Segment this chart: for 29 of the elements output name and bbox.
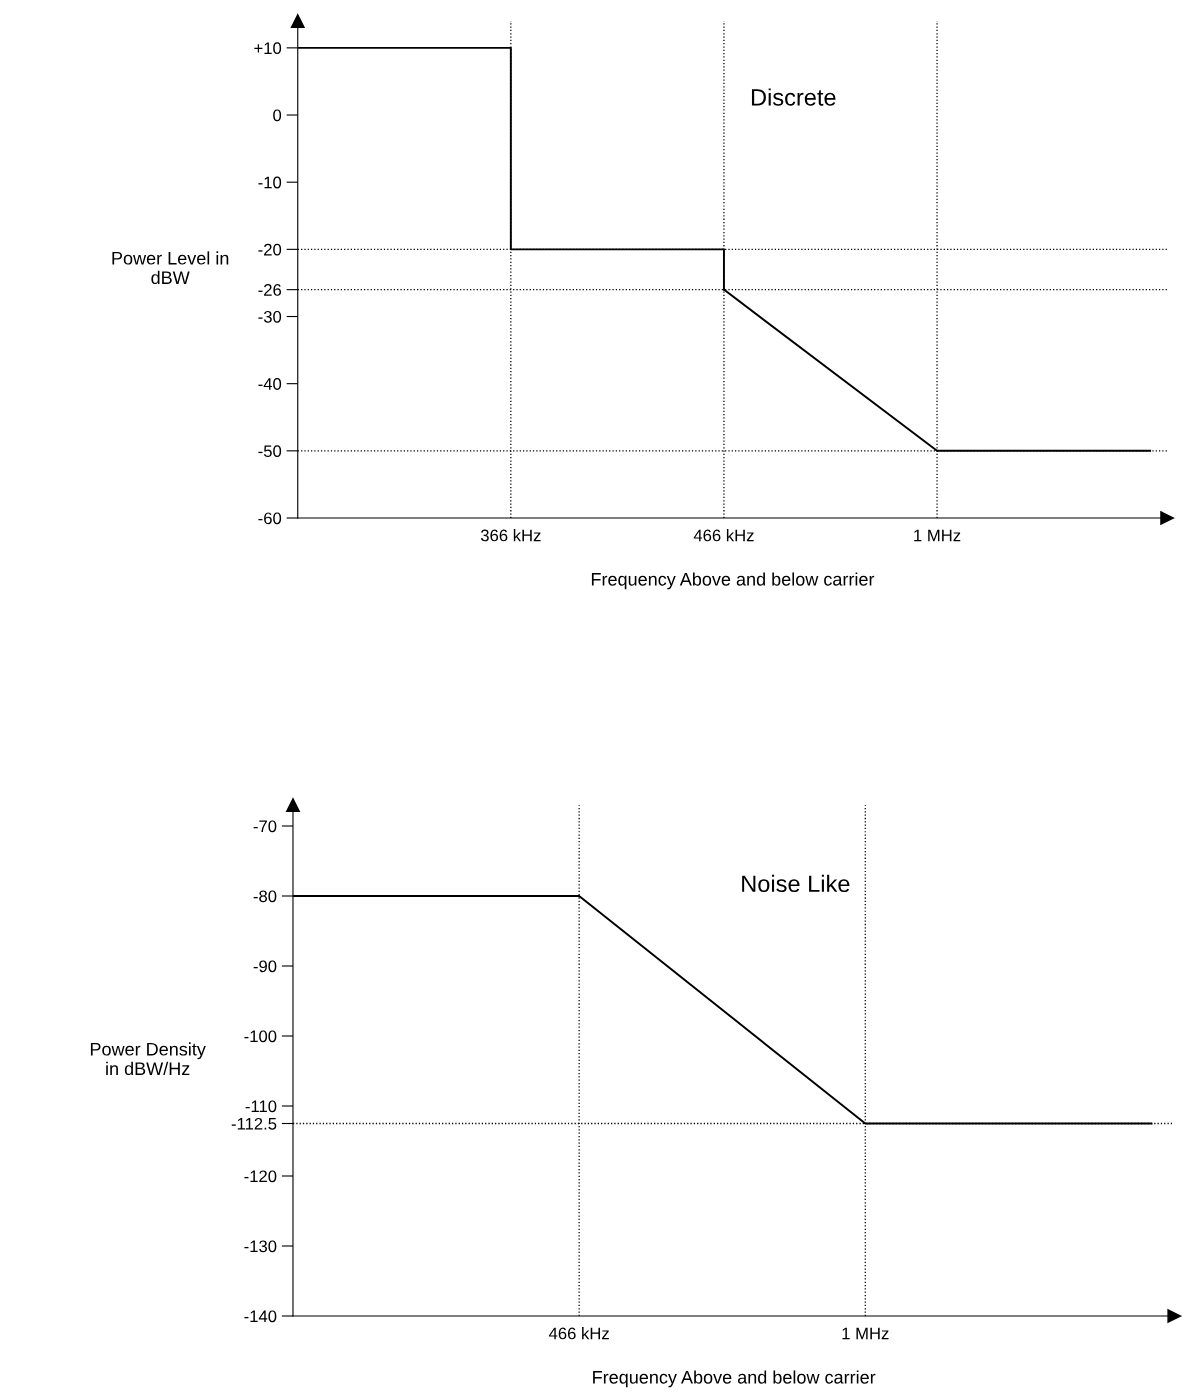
y-tick-label: -10 [258,176,282,189]
y-tick-label: -30 [258,310,282,323]
y-tick-label: -40 [258,378,282,390]
x-tick-label: 366 kHz [480,529,541,542]
x-tick-label: 1 MHz [842,1327,889,1340]
x-axis-title: Frequency Above and below carrier [593,1370,876,1388]
y-tick-label: -100 [244,1030,277,1043]
y-tick-label: -60 [258,512,282,525]
x-axis-title: Frequency Above and below carrier [591,572,875,590]
x-tick-label: 1 MHz [914,529,961,542]
y-tick-label: -20 [258,243,282,256]
y-tick-label: 0 [273,109,282,122]
x-tick-label: 466 kHz [548,1327,609,1340]
y-tick-label: -120 [244,1170,277,1183]
x-tick-label: 466 kHz [693,529,754,542]
text: Discrete [751,88,836,106]
y-tick-label: -50 [258,445,282,458]
y-tick-label: +10 [254,42,282,55]
y-tick-label: -90 [253,960,277,973]
y-axis-title: Power Density in dBW/Hz [90,1042,206,1076]
y-tick-label: -112.5 [231,1117,277,1130]
y-tick-label: -80 [253,890,277,903]
y-tick-label: -130 [244,1240,277,1253]
y-tick-label: -140 [244,1310,277,1323]
y-axis-title: Power Level in dBW [112,251,229,285]
text: Noise Like [742,874,850,893]
y-tick-label: -110 [245,1100,277,1113]
y-tick-label: -26 [258,284,282,296]
y-tick-label: -70 [253,820,277,833]
